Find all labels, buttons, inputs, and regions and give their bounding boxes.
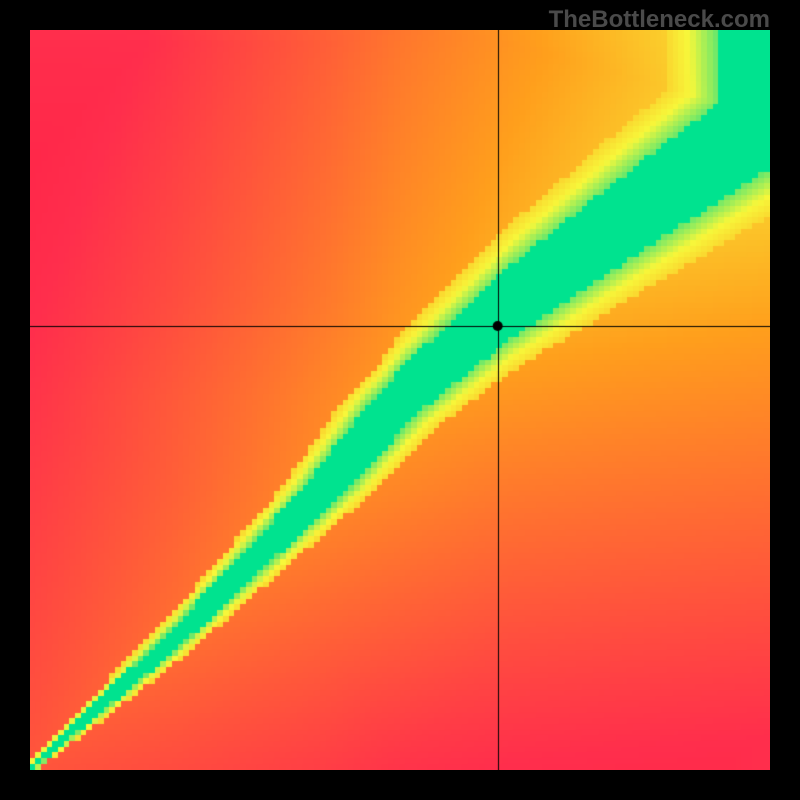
chart-container: TheBottleneck.com — [0, 0, 800, 800]
bottleneck-heatmap — [30, 30, 770, 770]
watermark-text: TheBottleneck.com — [549, 6, 770, 34]
